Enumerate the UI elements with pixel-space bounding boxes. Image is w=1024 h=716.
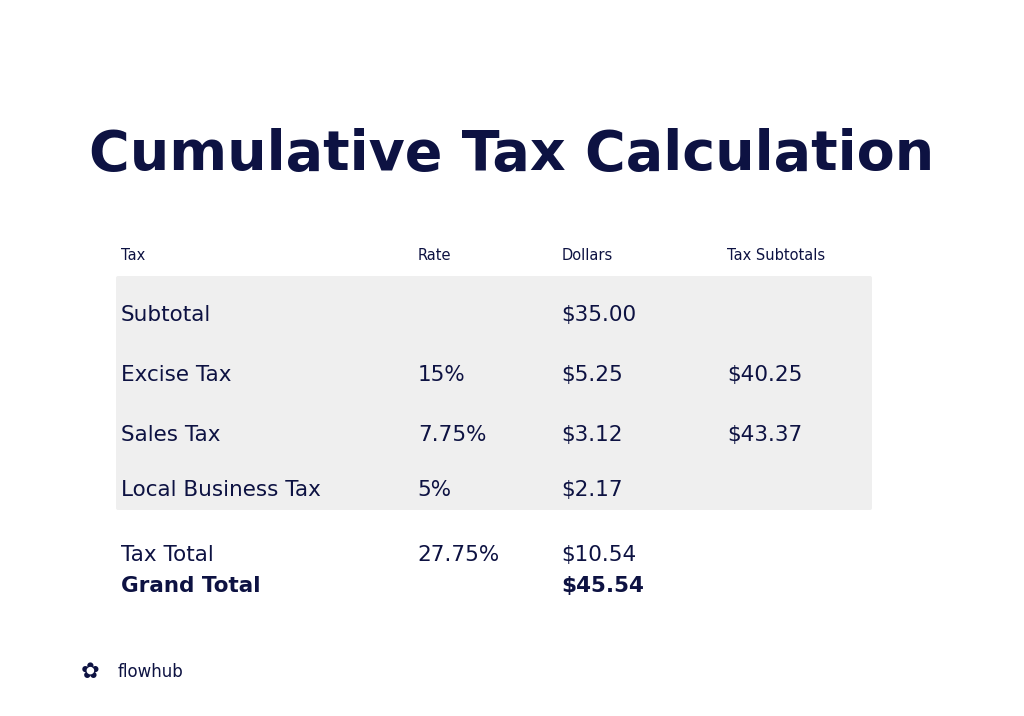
Text: Grand Total: Grand Total bbox=[121, 576, 260, 596]
Text: Tax: Tax bbox=[121, 248, 145, 263]
Text: $2.17: $2.17 bbox=[561, 480, 623, 500]
Text: Tax Total: Tax Total bbox=[121, 545, 214, 565]
Text: $35.00: $35.00 bbox=[561, 305, 636, 325]
Text: $10.54: $10.54 bbox=[561, 545, 636, 565]
Text: Tax Subtotals: Tax Subtotals bbox=[727, 248, 825, 263]
Text: Dollars: Dollars bbox=[561, 248, 612, 263]
Text: ✿: ✿ bbox=[81, 662, 99, 682]
Text: $3.12: $3.12 bbox=[561, 425, 623, 445]
Text: $43.37: $43.37 bbox=[727, 425, 802, 445]
Text: $5.25: $5.25 bbox=[561, 365, 623, 385]
Text: Local Business Tax: Local Business Tax bbox=[121, 480, 321, 500]
Text: Rate: Rate bbox=[418, 248, 452, 263]
Text: Subtotal: Subtotal bbox=[121, 305, 211, 325]
Text: 7.75%: 7.75% bbox=[418, 425, 486, 445]
Text: 27.75%: 27.75% bbox=[418, 545, 500, 565]
Text: Sales Tax: Sales Tax bbox=[121, 425, 220, 445]
Text: Cumulative Tax Calculation: Cumulative Tax Calculation bbox=[89, 128, 935, 182]
Text: Excise Tax: Excise Tax bbox=[121, 365, 231, 385]
Text: 5%: 5% bbox=[418, 480, 452, 500]
Text: $40.25: $40.25 bbox=[727, 365, 803, 385]
Text: 15%: 15% bbox=[418, 365, 466, 385]
FancyBboxPatch shape bbox=[116, 276, 872, 510]
Text: $45.54: $45.54 bbox=[561, 576, 644, 596]
Text: flowhub: flowhub bbox=[118, 663, 183, 681]
